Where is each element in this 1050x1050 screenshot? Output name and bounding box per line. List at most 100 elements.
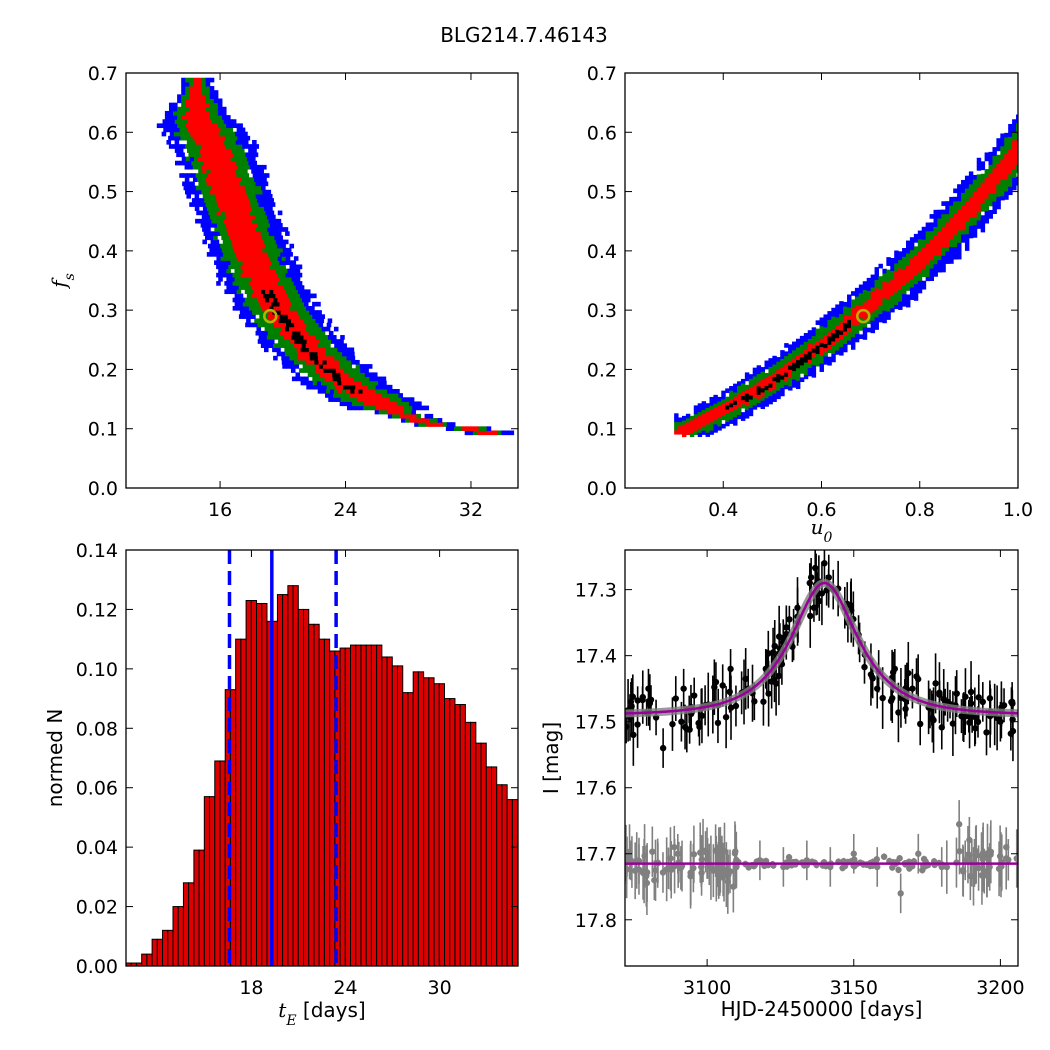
heatmap-cell — [255, 301, 260, 307]
heatmap-cell — [244, 218, 249, 224]
histogram-bar — [172, 906, 179, 966]
heatmap-cell — [265, 256, 270, 261]
heatmap-cell — [847, 319, 852, 325]
heatmap-cell — [309, 310, 314, 315]
heatmap-cell — [878, 313, 883, 319]
heatmap-cell — [251, 156, 256, 162]
heatmap-cell — [1000, 174, 1005, 180]
heatmap-cell — [772, 393, 777, 398]
heatmap-cell — [337, 380, 342, 386]
heatmap-cell — [300, 314, 305, 319]
heatmap-cell — [334, 355, 339, 361]
heatmap-cell — [933, 234, 938, 240]
heatmap-cell — [232, 173, 237, 178]
heatmap-cell — [972, 204, 978, 209]
heatmap-cell — [178, 148, 184, 153]
heatmap-cell — [835, 304, 840, 310]
heatmap-cell — [984, 210, 990, 216]
heatmap-cell — [193, 123, 199, 129]
heatmap-cell — [239, 139, 245, 145]
heatmap-cell — [248, 243, 254, 249]
heatmap-cell — [234, 227, 240, 232]
heatmap-cell — [192, 152, 198, 158]
heatmap-cell — [369, 397, 374, 402]
heatmap-cell — [214, 239, 220, 245]
heatmap-cell — [996, 154, 1001, 160]
heatmap-cell — [933, 226, 938, 232]
heatmap-cell — [866, 298, 872, 304]
heatmap-cell — [189, 94, 194, 99]
heatmap-cell — [200, 152, 206, 158]
heatmap-cell — [342, 343, 347, 348]
heatmap-cell — [355, 405, 360, 411]
heatmap-cell — [327, 368, 333, 373]
heatmap-cell — [201, 123, 207, 129]
histogram-bar — [193, 849, 200, 966]
heatmap-cell — [218, 268, 223, 274]
heatmap-cell — [222, 156, 228, 162]
heatmap-cell — [811, 343, 817, 349]
heatmap-cell — [287, 293, 293, 299]
heatmap-cell — [382, 380, 387, 386]
heatmap-cell — [807, 330, 813, 335]
heatmap-cell — [246, 202, 251, 207]
data-point-lower — [973, 848, 980, 855]
heatmap-cell — [1008, 190, 1013, 196]
heatmap-cell — [201, 98, 207, 104]
heatmap-cell — [996, 138, 1001, 143]
heatmap-cell — [925, 255, 931, 261]
heatmap-cell — [961, 238, 966, 243]
heatmap-cell — [277, 281, 282, 286]
heatmap-cell — [831, 324, 836, 330]
heatmap-cell — [843, 314, 848, 320]
heatmap-cell — [197, 77, 203, 83]
heatmap-cell — [296, 310, 302, 315]
heatmap-cell — [401, 397, 407, 402]
heatmap-cell — [937, 255, 942, 261]
heatmap-cell — [260, 310, 265, 315]
heatmap-cell — [246, 268, 252, 274]
heatmap-cell — [345, 380, 350, 386]
heatmap-cell — [197, 106, 203, 112]
heatmap-cell — [976, 186, 982, 192]
heatmap-cell — [314, 339, 320, 344]
heatmap-cell — [937, 251, 942, 256]
heatmap-cell — [364, 368, 369, 373]
heatmap-cell — [357, 393, 363, 398]
heatmap-cell — [293, 281, 299, 286]
heatmap-cell — [756, 373, 762, 379]
heatmap-cell — [251, 252, 257, 257]
heatmap-cell — [1004, 161, 1009, 167]
heatmap-cell — [193, 189, 198, 195]
heatmap-cell — [366, 388, 372, 394]
heatmap-cell — [201, 77, 207, 83]
data-point-upper — [625, 723, 630, 730]
heatmap-cell — [795, 384, 801, 390]
heatmap-cell — [391, 413, 397, 419]
heatmap-cell — [878, 305, 883, 310]
heatmap-cell — [263, 285, 268, 290]
heatmap-cell — [251, 193, 257, 199]
data-point-upper — [647, 696, 655, 703]
heatmap-cell — [281, 322, 287, 328]
heatmap-cell — [980, 227, 986, 233]
heatmap-cell — [334, 343, 339, 348]
heatmap-cell — [269, 289, 274, 295]
heatmap-cell — [331, 368, 337, 373]
heatmap-cell — [269, 322, 275, 328]
heatmap-cell — [167, 127, 172, 133]
heatmap-cell — [984, 218, 990, 224]
heatmap-cell — [225, 177, 231, 182]
heatmap-cell — [259, 301, 264, 307]
heatmap-cell — [206, 181, 212, 187]
heatmap-cell — [238, 202, 243, 207]
heatmap-cell — [961, 188, 966, 193]
heatmap-cell — [697, 432, 703, 437]
heatmap-cell — [325, 380, 330, 386]
heatmap-cell — [1012, 127, 1017, 133]
heatmap-cell — [674, 421, 679, 427]
heatmap-cell — [191, 148, 196, 153]
heatmap-cell — [252, 231, 258, 236]
heatmap-cell — [234, 285, 240, 290]
heatmap-cell — [257, 289, 262, 295]
